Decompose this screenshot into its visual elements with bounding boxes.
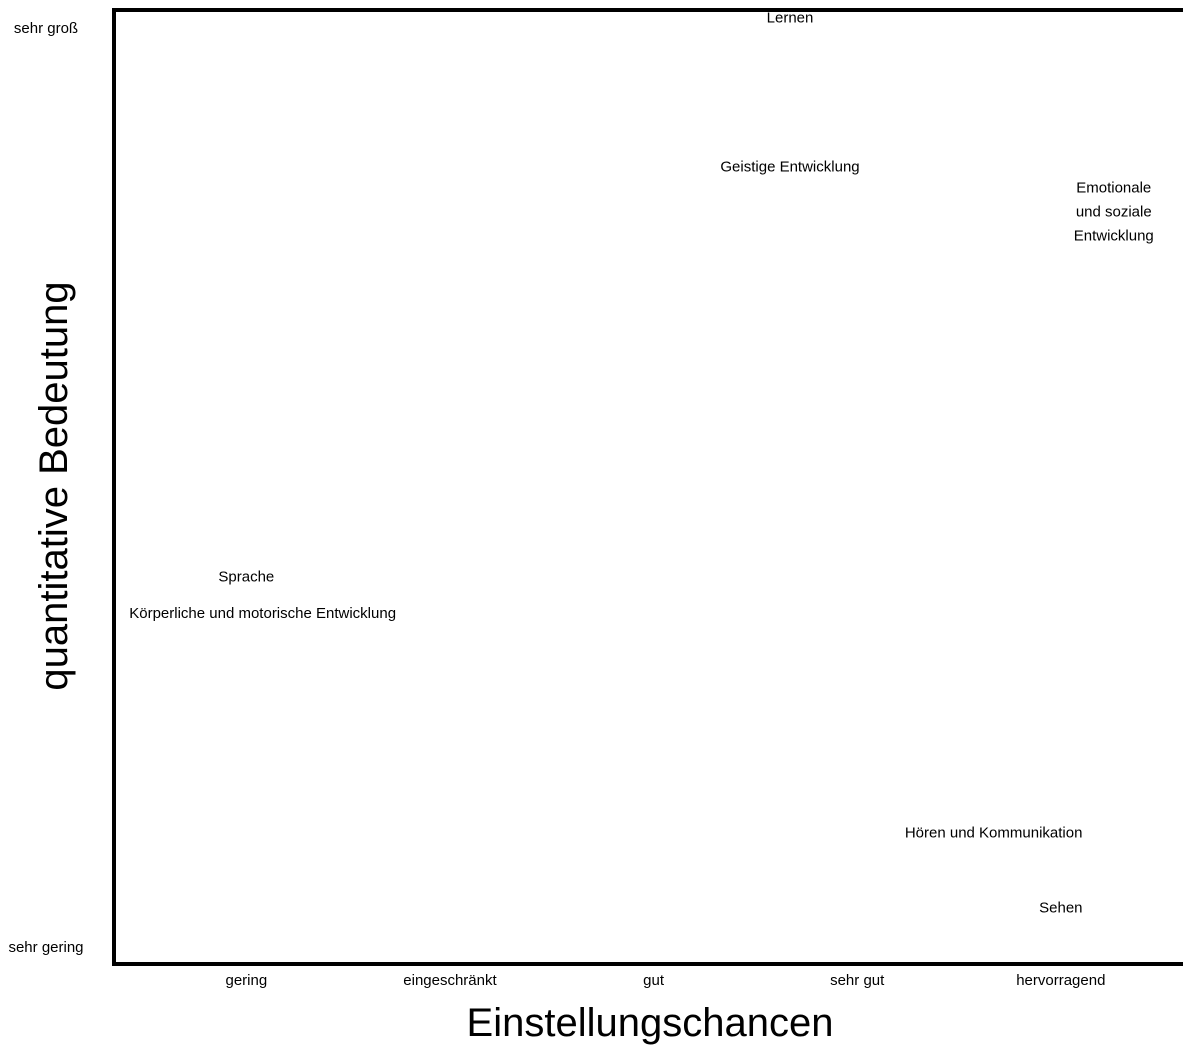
data-point-label-line: Sehen	[1039, 900, 1082, 917]
data-point-label: Emotionale und soziale Entwicklung	[1074, 179, 1154, 244]
data-point-label: Körperliche und motorische Entwicklung	[129, 605, 396, 622]
data-point-label: Sehen	[1039, 900, 1082, 917]
y-tick-label-bottom: sehr gering	[8, 939, 83, 956]
data-point-label-line: Emotionale	[1076, 179, 1151, 196]
data-point-label: Hören und Kommunikation	[905, 824, 1083, 841]
x-tick-label: eingeschränkt	[403, 972, 497, 989]
y-axis-title: quantitative Bedeutung	[32, 281, 76, 690]
data-point-label: Geistige Entwicklung	[720, 158, 859, 175]
x-tick-label: gering	[226, 972, 268, 989]
y-tick-labels: sehr groß sehr gering	[8, 20, 83, 956]
data-point-label-line: Sprache	[218, 569, 274, 586]
data-point-label: Sprache	[218, 569, 274, 586]
data-point-label-line: und soziale	[1076, 203, 1152, 220]
x-tick-label: gut	[643, 972, 665, 989]
x-tick-label: sehr gut	[830, 972, 885, 989]
x-tick-labels: gering eingeschränkt gut sehr gut hervorrage…	[226, 972, 1106, 989]
data-point-label-line: Lernen	[767, 10, 814, 27]
y-tick-label-top: sehr groß	[14, 20, 78, 37]
data-point-label-line: Hören und Kommunikation	[905, 824, 1083, 841]
data-point-label-line: Geistige Entwicklung	[720, 158, 859, 175]
data-point-label-line: Entwicklung	[1074, 227, 1154, 244]
x-tick-label: hervorragend	[1016, 972, 1105, 989]
data-point-label: Lernen	[767, 10, 814, 27]
data-points: Lernen Geistige Entwicklung Emotionale und …	[129, 10, 1154, 917]
axes	[112, 8, 1183, 966]
data-point-label-line: Körperliche und motorische Entwicklung	[129, 605, 396, 622]
x-axis-title: Einstellungschancen	[467, 1001, 834, 1045]
